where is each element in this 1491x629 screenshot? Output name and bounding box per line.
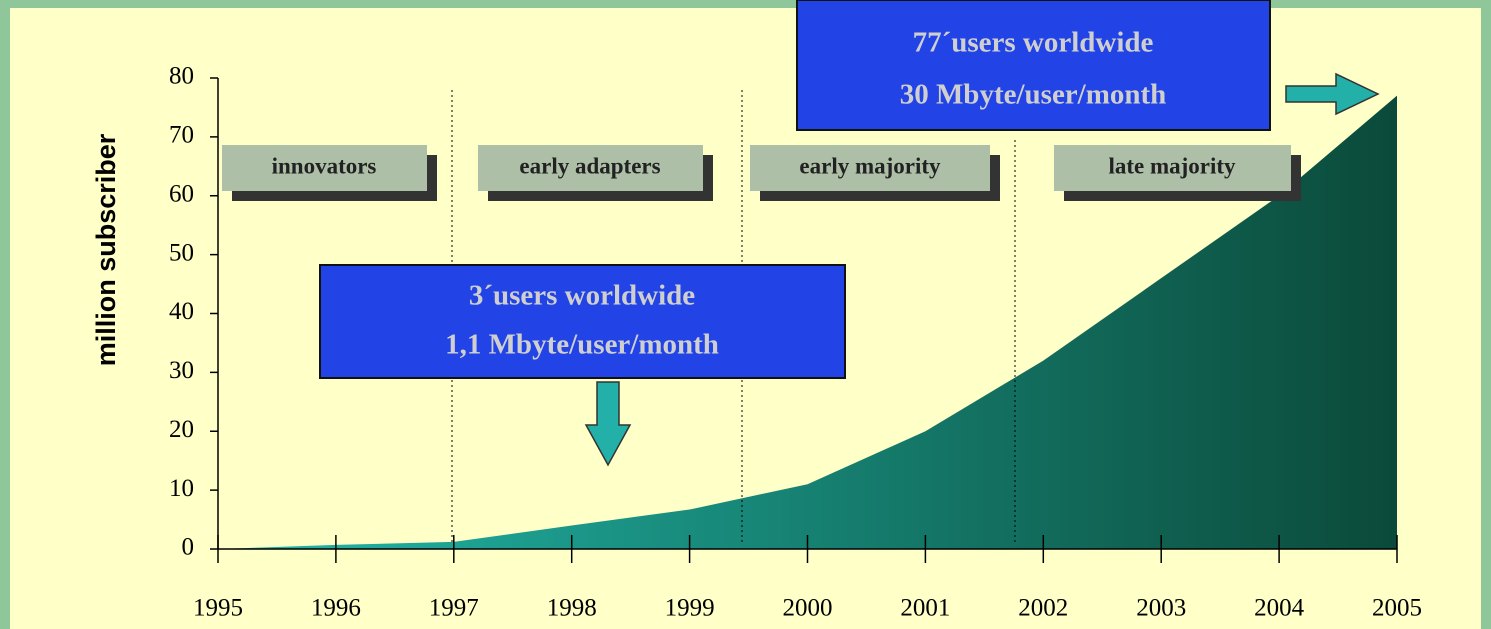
y-axis-label: million subscriber <box>91 133 121 366</box>
phase-box <box>222 145 427 191</box>
y-tick-label: 20 <box>169 416 194 443</box>
x-tick-label: 1996 <box>311 595 361 622</box>
y-tick-label: 0 <box>182 534 195 561</box>
y-tick-label: 80 <box>169 63 194 90</box>
x-tick-label: 1998 <box>547 595 597 622</box>
arrow <box>1285 72 1380 116</box>
phase-label: innovators <box>272 153 377 178</box>
x-tick-label: 1995 <box>193 595 243 622</box>
phase-box <box>478 145 703 191</box>
callout-text: 1,1 Mbyte/user/month <box>445 329 719 361</box>
x-tick-label: 2002 <box>1018 595 1068 622</box>
callout-text: 77´users worldwide <box>913 27 1154 59</box>
area <box>218 95 1397 549</box>
y-tick-label: 50 <box>169 239 194 266</box>
x-tick-label: 2005 <box>1372 595 1422 622</box>
phase-box <box>750 145 990 191</box>
phase-box <box>1054 145 1291 191</box>
phase-label: early majority <box>799 153 941 178</box>
y-tick-label: 30 <box>169 357 194 384</box>
phase-label: late majority <box>1108 153 1236 178</box>
y-tick-label: 70 <box>169 122 194 149</box>
y-tick-label: 60 <box>169 180 194 207</box>
x-tick-label: 2003 <box>1136 595 1186 622</box>
y-tick-label: 40 <box>169 298 194 325</box>
x-tick-label: 1999 <box>665 595 715 622</box>
y-tick-label: 10 <box>169 475 194 502</box>
phase-label: early adapters <box>519 153 660 178</box>
callout-text: 30 Mbyte/user/month <box>900 79 1167 111</box>
callout-text: 3´users worldwide <box>469 280 695 312</box>
x-tick-label: 1997 <box>429 595 479 622</box>
callout-box <box>796 0 1271 131</box>
callout-box <box>319 264 846 379</box>
arrow <box>584 381 632 467</box>
x-tick-label: 2001 <box>900 595 950 622</box>
x-tick-label: 2004 <box>1254 595 1305 622</box>
x-tick-label: 2000 <box>783 595 833 622</box>
